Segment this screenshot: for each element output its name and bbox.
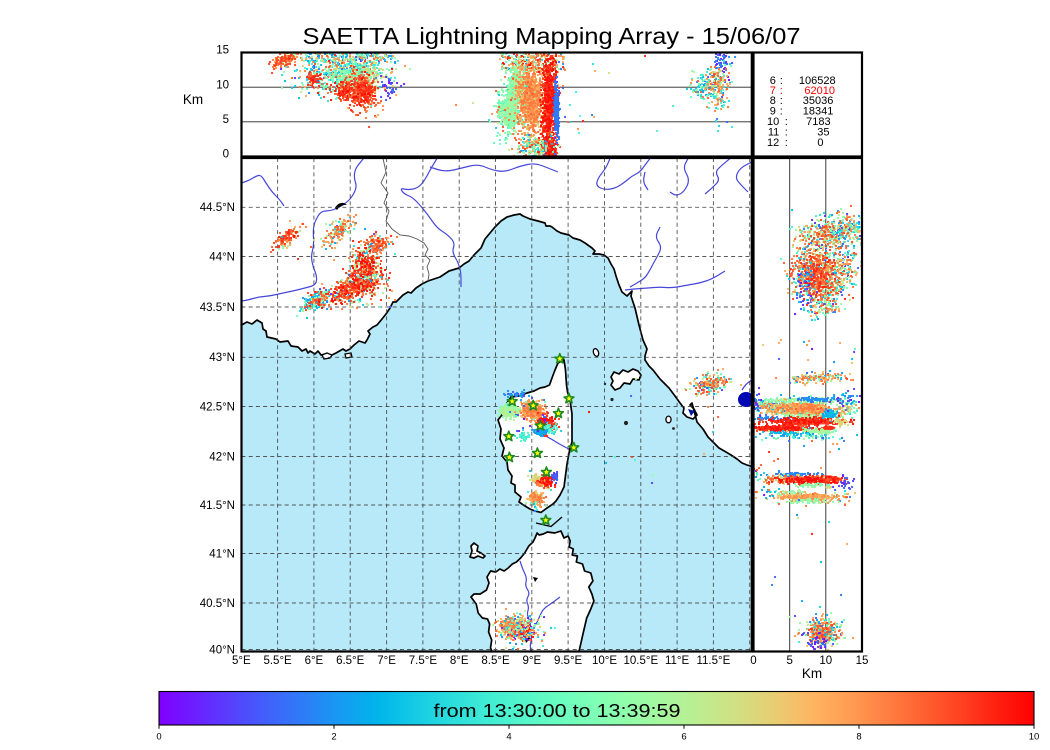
svg-text::: : [785,116,788,128]
svg-text:10: 10 [1029,732,1040,743]
svg-text:6.5°E: 6.5°E [336,655,365,667]
svg-text:Km: Km [183,92,203,107]
svg-text:8: 8 [770,95,776,107]
svg-text:9°E: 9°E [522,655,541,667]
svg-text:7183: 7183 [806,116,830,128]
svg-text:40.5°N: 40.5°N [200,598,235,610]
svg-text:0: 0 [750,655,756,667]
svg-text:5: 5 [223,114,229,126]
svg-text:0: 0 [223,149,229,161]
svg-text:35036: 35036 [803,95,834,107]
svg-text:62010: 62010 [804,85,835,97]
svg-text:9.5°E: 9.5°E [554,655,583,667]
svg-text:4: 4 [506,732,511,743]
svg-text:43°N: 43°N [209,352,235,364]
svg-text:35: 35 [817,127,829,139]
svg-text:7: 7 [770,85,776,97]
svg-text:40°N: 40°N [209,644,235,656]
svg-text::: : [780,85,783,97]
svg-text:9: 9 [770,106,776,118]
svg-text:15: 15 [216,45,229,57]
svg-text:42°N: 42°N [209,451,235,463]
svg-text:44.5°N: 44.5°N [200,202,235,214]
svg-text:10: 10 [819,655,832,667]
svg-text:6: 6 [681,732,686,743]
svg-text:10: 10 [216,79,229,91]
svg-text:10°E: 10°E [592,655,617,667]
svg-text:106528: 106528 [799,75,836,87]
svg-text::: : [780,75,783,87]
svg-text::: : [785,137,788,149]
svg-text:0: 0 [817,137,823,149]
svg-text:12: 12 [767,137,779,149]
svg-text:18341: 18341 [803,106,834,118]
svg-text:10.5°E: 10.5°E [623,655,658,667]
svg-text:from 13:30:00 to 13:39:59: from 13:30:00 to 13:39:59 [434,701,681,721]
svg-text:44°N: 44°N [209,251,235,263]
svg-text:11.5°E: 11.5°E [696,655,730,667]
svg-text:11: 11 [768,127,779,139]
svg-text:8: 8 [856,732,861,743]
svg-text:6°E: 6°E [305,655,324,667]
svg-text::: : [780,95,783,107]
svg-text:6: 6 [770,75,776,87]
svg-text:42.5°N: 42.5°N [200,401,235,413]
svg-text:7°E: 7°E [377,655,396,667]
svg-text:0: 0 [156,732,161,743]
svg-text:43.5°N: 43.5°N [200,302,235,314]
svg-text:5°E: 5°E [232,655,251,667]
svg-text:2: 2 [331,732,336,743]
svg-text:5: 5 [786,655,792,667]
svg-text::: : [780,106,783,118]
svg-text:41°N: 41°N [209,548,235,560]
svg-text:7.5°E: 7.5°E [409,655,438,667]
svg-text:15: 15 [856,655,869,667]
svg-text:41.5°N: 41.5°N [200,500,235,512]
svg-text:Km: Km [802,666,822,681]
svg-text:11°E: 11°E [665,655,690,667]
svg-text:5.5°E: 5.5°E [263,655,292,667]
svg-text::: : [785,127,788,139]
svg-text:10: 10 [767,116,779,128]
svg-text:8.5°E: 8.5°E [481,655,510,667]
svg-text:SAETTA Lightning Mapping Array: SAETTA Lightning Mapping Array - 15/06/0… [303,23,801,49]
svg-text:8°E: 8°E [450,655,469,667]
